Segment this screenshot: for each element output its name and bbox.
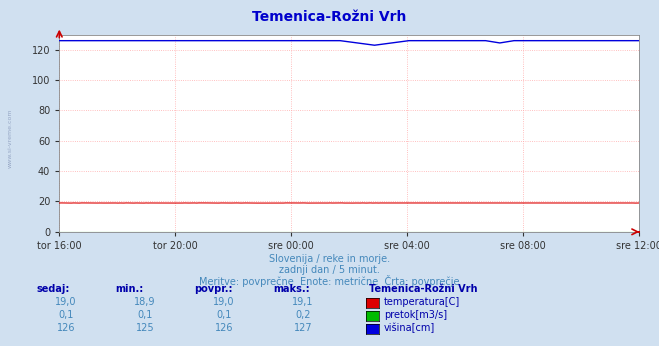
Text: 19,0: 19,0 [55, 297, 76, 307]
Text: višina[cm]: višina[cm] [384, 323, 436, 334]
Text: 19,1: 19,1 [293, 297, 314, 307]
Text: zadnji dan / 5 minut.: zadnji dan / 5 minut. [279, 265, 380, 275]
Text: 125: 125 [136, 324, 154, 334]
Text: 126: 126 [215, 324, 233, 334]
Text: 126: 126 [57, 324, 75, 334]
Text: 127: 127 [294, 324, 312, 334]
Text: sedaj:: sedaj: [36, 284, 70, 294]
Text: Temenica-Rožni Vrh: Temenica-Rožni Vrh [369, 284, 478, 294]
Text: min.:: min.: [115, 284, 144, 294]
Text: 19,0: 19,0 [214, 297, 235, 307]
Text: www.si-vreme.com: www.si-vreme.com [8, 109, 13, 168]
Text: 18,9: 18,9 [134, 297, 156, 307]
Text: Slovenija / reke in morje.: Slovenija / reke in morje. [269, 254, 390, 264]
Text: 0,1: 0,1 [58, 310, 74, 320]
Text: temperatura[C]: temperatura[C] [384, 297, 461, 307]
Text: 0,1: 0,1 [137, 310, 153, 320]
Text: maks.:: maks.: [273, 284, 310, 294]
Text: pretok[m3/s]: pretok[m3/s] [384, 310, 447, 320]
Text: povpr.:: povpr.: [194, 284, 233, 294]
Text: 0,2: 0,2 [295, 310, 311, 320]
Text: Temenica-Rožni Vrh: Temenica-Rožni Vrh [252, 10, 407, 24]
Text: Meritve: povprečne  Enote: metrične  Črta: povprečje: Meritve: povprečne Enote: metrične Črta:… [199, 275, 460, 287]
Text: 0,1: 0,1 [216, 310, 232, 320]
